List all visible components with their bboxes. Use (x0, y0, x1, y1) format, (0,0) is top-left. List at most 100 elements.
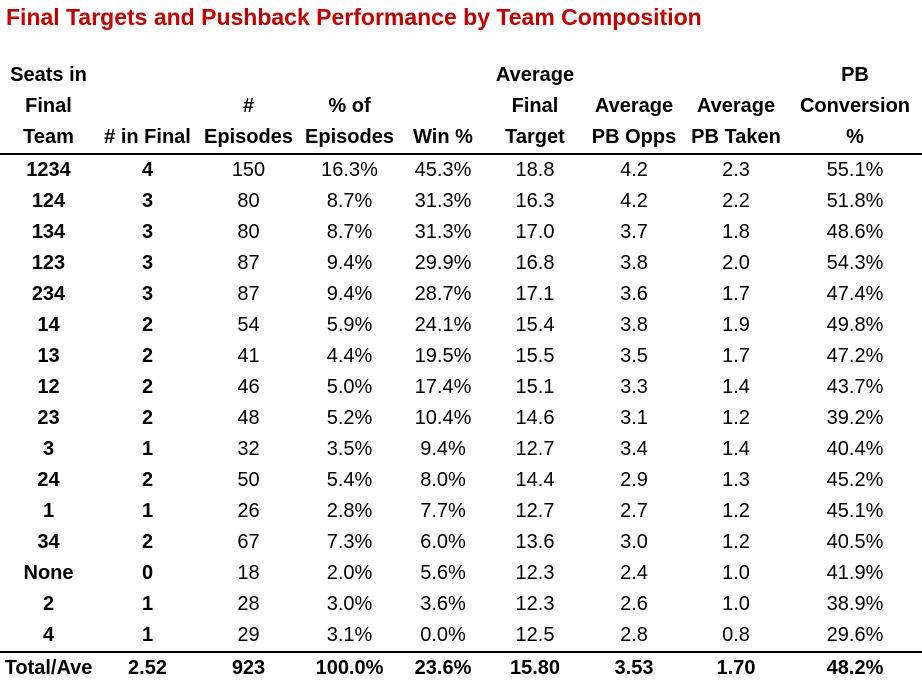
table-row: 124 3 80 8.7% 31.3% 16.3 4.2 2.2 51.8% (0, 186, 922, 217)
cell-episodes: 87 (237, 252, 260, 274)
cell-win-pct: 29.9% (414, 252, 472, 274)
cell-pb-opps: 2.6 (620, 593, 648, 615)
cell-pb-opps: 3.8 (620, 252, 648, 274)
table-row: 2 1 28 3.0% 3.6% 12.3 2.6 1.0 38.9% (0, 589, 922, 620)
cell-final-target: 15.4 (515, 314, 555, 336)
table-row: 1 1 26 2.8% 7.7% 12.7 2.7 1.2 45.1% (0, 496, 922, 527)
cell-pb-opps: 3.0 (620, 531, 648, 553)
table-row: 134 3 80 8.7% 31.3% 17.0 3.7 1.8 48.6% (0, 217, 922, 248)
cell-pb-taken: 1.3 (722, 469, 750, 491)
cell-pb-conversion: 40.5% (826, 531, 884, 553)
cell-pb-conversion: 29.6% (826, 624, 884, 646)
cell-final-target: 14.4 (515, 469, 555, 491)
cell-win-pct: 17.4% (414, 376, 472, 398)
cell-pb-taken: 0.8 (722, 624, 750, 646)
cell-pct-episodes: 5.9% (326, 314, 373, 336)
cell-pb-opps: 2.7 (620, 500, 648, 522)
cell-pct-episodes: 8.7% (326, 190, 373, 212)
cell-final-target: 12.3 (515, 562, 555, 584)
cell-episodes: 67 (237, 531, 260, 553)
table-row: 24 2 50 5.4% 8.0% 14.4 2.9 1.3 45.2% (0, 465, 922, 496)
cell-pct-episodes: 5.2% (326, 407, 373, 429)
cell-in-final: 4 (141, 159, 154, 181)
cell-pb-conversion: 48.6% (826, 221, 884, 243)
cell-win-pct: 19.5% (414, 345, 472, 367)
cell-win-pct: 6.0% (420, 531, 466, 553)
cell-episodes: 26 (237, 500, 260, 522)
cell-pct-episodes: 2.8% (326, 500, 373, 522)
cell-pct-episodes: 3.5% (326, 438, 373, 460)
cell-pb-taken: 1.4 (722, 376, 750, 398)
cell-pb-conversion: 49.8% (826, 314, 884, 336)
cell-pct-episodes: 7.3% (326, 531, 373, 553)
cell-pb-opps: 4.2 (620, 159, 648, 181)
cell-pb-opps: 3.3 (620, 376, 648, 398)
table-row: 13 2 41 4.4% 19.5% 15.5 3.5 1.7 47.2% (0, 341, 922, 372)
cell-pct-episodes: 2.0% (326, 562, 373, 584)
cell-episodes: 41 (237, 345, 260, 367)
cell-pb-taken: 1.2 (722, 500, 750, 522)
cell-in-final: 2 (141, 469, 154, 491)
header-average-final-target: Average Final Target (486, 60, 584, 155)
cell-episodes: 80 (237, 190, 260, 212)
cell-win-pct: 3.6% (420, 593, 466, 615)
cell-team: 23 (37, 407, 60, 429)
cell-pb-taken: 1.0 (722, 562, 750, 584)
cell-episodes: 18 (237, 562, 260, 584)
total-final-target: 15.80 (486, 651, 584, 684)
header-pct-episodes: % of Episodes (299, 60, 400, 155)
cell-final-target: 16.3 (515, 190, 555, 212)
cell-in-final: 1 (141, 624, 154, 646)
cell-in-final: 3 (141, 190, 154, 212)
cell-pct-episodes: 3.1% (326, 624, 373, 646)
cell-in-final: 2 (141, 376, 154, 398)
table-row: 3 1 32 3.5% 9.4% 12.7 3.4 1.4 40.4% (0, 434, 922, 465)
cell-episodes: 54 (237, 314, 260, 336)
cell-final-target: 14.6 (515, 407, 555, 429)
cell-in-final: 2 (141, 407, 154, 429)
cell-team: 13 (37, 345, 60, 367)
cell-team: None (23, 562, 74, 584)
cell-pb-taken: 2.0 (722, 252, 750, 274)
header-row: Seats in Final Team # in Final # Episodes %… (0, 60, 922, 155)
cell-pct-episodes: 5.0% (326, 376, 373, 398)
cell-final-target: 16.8 (515, 252, 555, 274)
cell-episodes: 87 (237, 283, 260, 305)
cell-pb-conversion: 47.4% (826, 283, 884, 305)
cell-team: 34 (37, 531, 60, 553)
cell-win-pct: 5.6% (420, 562, 466, 584)
cell-final-target: 17.0 (515, 221, 555, 243)
cell-final-target: 13.6 (515, 531, 555, 553)
cell-pb-opps: 3.1 (620, 407, 648, 429)
table-title: Final Targets and Pushback Performance b… (6, 4, 702, 30)
cell-win-pct: 8.0% (420, 469, 466, 491)
cell-pb-taken: 1.4 (722, 438, 750, 460)
cell-episodes: 32 (237, 438, 260, 460)
cell-pb-opps: 3.4 (620, 438, 648, 460)
cell-pct-episodes: 8.7% (326, 221, 373, 243)
table-row: None 0 18 2.0% 5.6% 12.3 2.4 1.0 41.9% (0, 558, 922, 589)
cell-pb-conversion: 43.7% (826, 376, 884, 398)
cell-final-target: 12.3 (515, 593, 555, 615)
cell-in-final: 1 (141, 438, 154, 460)
table-row: 14 2 54 5.9% 24.1% 15.4 3.8 1.9 49.8% (0, 310, 922, 341)
table-row: 12 2 46 5.0% 17.4% 15.1 3.3 1.4 43.7% (0, 372, 922, 403)
cell-team: 3 (42, 438, 55, 460)
cell-win-pct: 31.3% (414, 190, 472, 212)
cell-team: 24 (37, 469, 60, 491)
cell-episodes: 29 (237, 624, 260, 646)
total-pb-opps: 3.53 (584, 651, 684, 684)
cell-final-target: 12.7 (515, 438, 555, 460)
total-win-pct: 23.6% (400, 651, 486, 684)
cell-final-target: 17.1 (515, 283, 555, 305)
cell-in-final: 3 (141, 252, 154, 274)
cell-in-final: 2 (141, 531, 154, 553)
cell-episodes: 150 (231, 159, 266, 181)
cell-pb-taken: 1.8 (722, 221, 750, 243)
cell-team: 4 (42, 624, 55, 646)
cell-final-target: 15.5 (515, 345, 555, 367)
cell-pb-conversion: 47.2% (826, 345, 884, 367)
header-win-pct: Win % (400, 60, 486, 155)
cell-pb-taken: 1.9 (722, 314, 750, 336)
cell-in-final: 1 (141, 593, 154, 615)
